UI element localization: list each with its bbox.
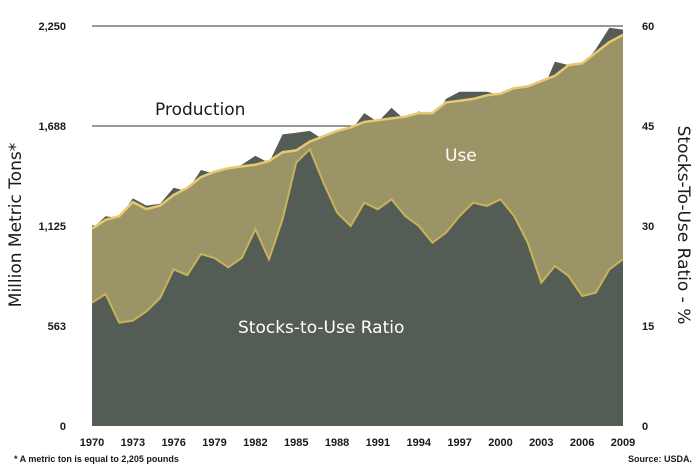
y-axis-right-title: Stocks-To-Use Ratio - %	[673, 126, 693, 325]
x-tick-label: 1994	[407, 437, 432, 449]
use-line	[91, 33, 624, 230]
x-tick-label: 1985	[284, 437, 308, 449]
y-left-tick-label: 1,125	[38, 221, 66, 233]
x-tick-label: 2000	[488, 437, 512, 449]
y-right-tick-label: 30	[642, 221, 654, 233]
source-note: Source: USDA.	[628, 454, 692, 464]
x-tick-label: 2003	[529, 437, 553, 449]
x-tick-label: 1991	[366, 437, 390, 449]
y-left-tick-label: 0	[60, 421, 66, 433]
x-tick-label: 1997	[447, 437, 471, 449]
x-tick-label: 1988	[325, 437, 349, 449]
y-axis-left-title: Million Metric Tons*	[6, 143, 26, 307]
chart-lines	[91, 25, 624, 324]
stocks-to-use-area	[92, 149, 623, 427]
y-right-tick-label: 15	[642, 321, 654, 333]
x-tick-label: 1976	[161, 437, 185, 449]
y-left-tick-label: 563	[48, 321, 66, 333]
footnote: * A metric ton is equal to 2,205 pounds	[14, 454, 179, 464]
y-left-tick-label: 2,250	[38, 21, 66, 33]
y-right-tick-label: 45	[642, 121, 654, 133]
x-tick-label: 1973	[121, 437, 145, 449]
y-right-tick-label: 0	[642, 421, 648, 433]
chart-areas	[92, 27, 623, 427]
series-label-use: Use	[445, 146, 477, 166]
y-right-tick-label: 60	[642, 21, 654, 33]
x-tick-label: 1982	[243, 437, 267, 449]
x-tick-label: 1979	[202, 437, 226, 449]
axis-ticks: 0 563 1,125 1,688 2,250 0 15 30 45 60 1970 1973 1976…	[38, 21, 654, 449]
x-tick-label: 1970	[80, 437, 104, 449]
stocks-to-use-line	[91, 147, 624, 324]
x-tick-label: 2009	[611, 437, 635, 449]
series-label-stocks-to-use: Stocks-to-Use Ratio	[238, 318, 404, 338]
series-label-production: Production	[155, 100, 245, 120]
x-tick-label: 2006	[570, 437, 594, 449]
y-left-tick-label: 1,688	[38, 121, 66, 133]
